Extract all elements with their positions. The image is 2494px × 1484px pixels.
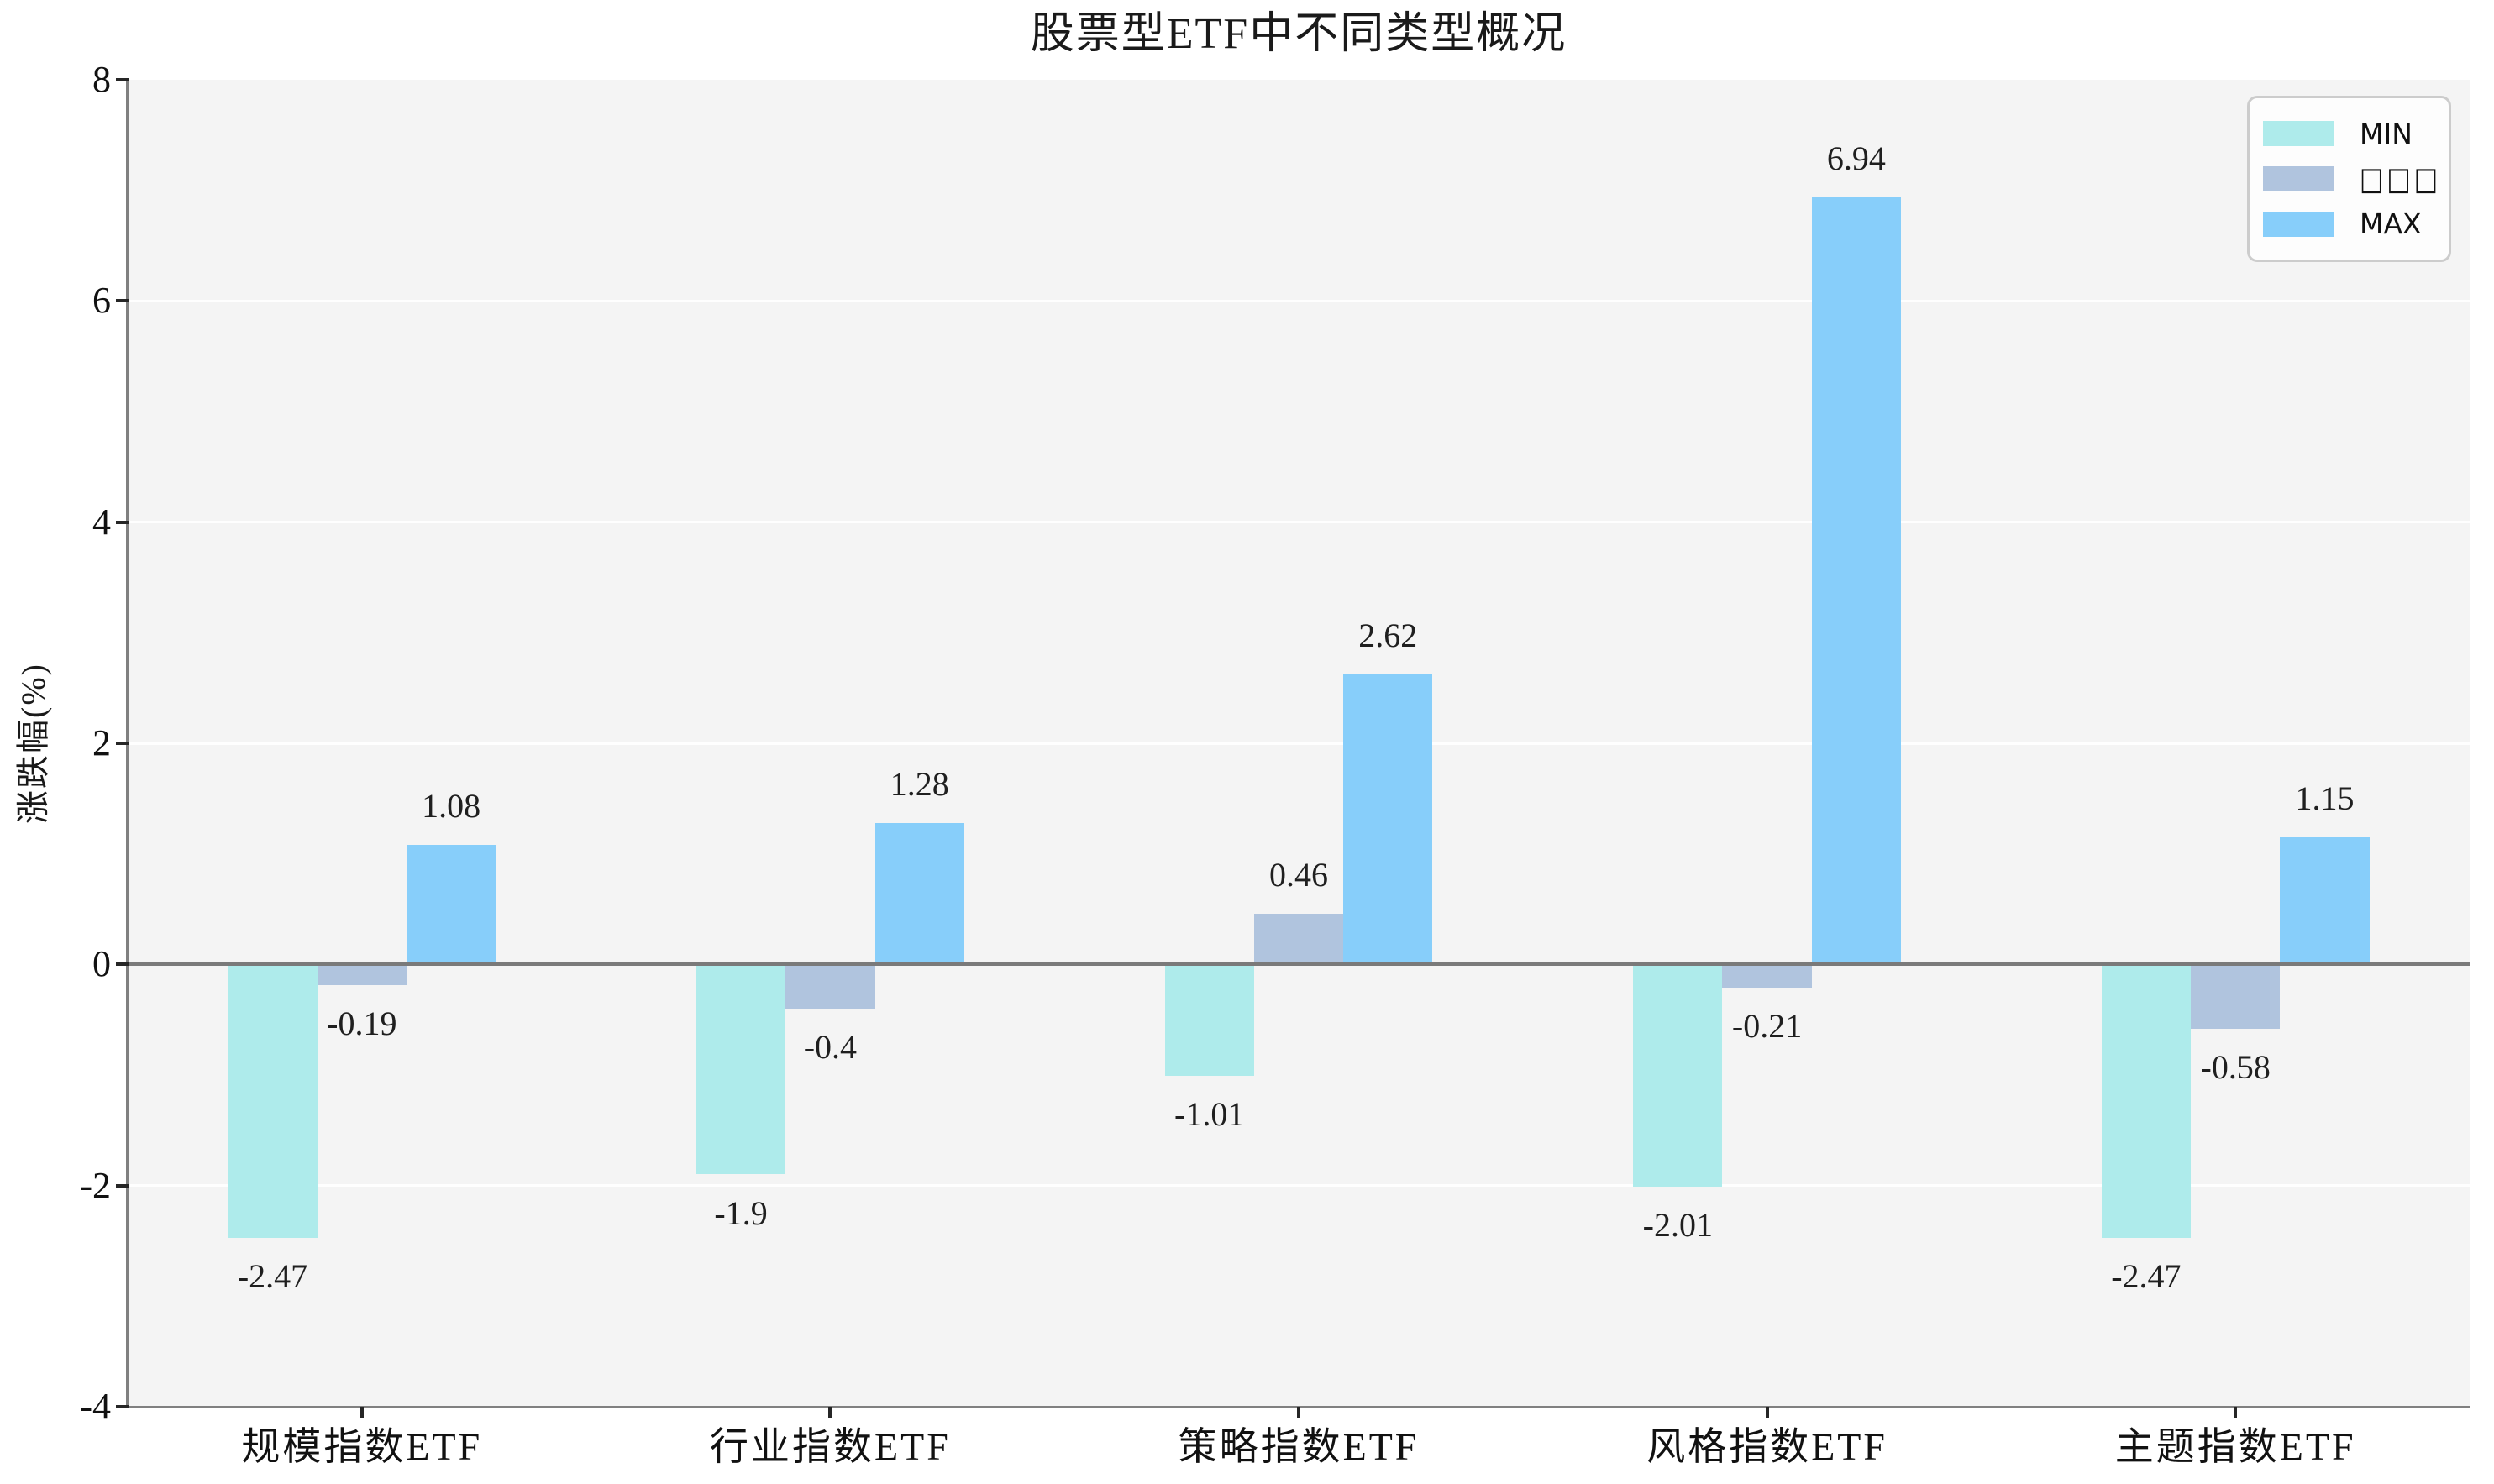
x-tick-0	[360, 1407, 364, 1418]
x-tick-1	[828, 1407, 832, 1418]
gridline-y2	[128, 742, 2470, 745]
bar-max-cat3	[1811, 197, 1902, 965]
legend: MIN □□□ MAX	[2247, 96, 2451, 262]
value-label-min-cat2: -1.01	[1174, 1095, 1245, 1134]
chart-title: 股票型ETF中不同类型概况	[1030, 10, 1567, 58]
y-tick-6	[116, 299, 129, 303]
legend-swatch-max	[2263, 211, 2334, 237]
gridline-y4	[128, 521, 2470, 524]
value-label-min-cat0: -2.47	[237, 1256, 308, 1295]
bar-series-cat3	[1722, 964, 1812, 988]
bar-min-cat0	[228, 964, 318, 1238]
legend-swatch-min	[2263, 121, 2334, 147]
bar-series-cat4	[2191, 964, 2281, 1029]
y-tick-label-4: 4	[92, 501, 111, 543]
value-label-series-cat4: -0.58	[2200, 1047, 2271, 1086]
legend-label-median: □□□	[2360, 160, 2442, 197]
value-label-max-cat4: 1.15	[2295, 779, 2355, 817]
value-label-series-cat1: -0.4	[803, 1028, 858, 1066]
bar-min-cat4	[2101, 964, 2192, 1238]
x-tick-4	[2234, 1407, 2238, 1418]
bar-series-cat1	[785, 964, 875, 1009]
x-tick-label-3: 风格指数ETF	[1646, 1425, 1888, 1468]
value-label-min-cat1: -1.9	[714, 1193, 768, 1232]
value-label-series-cat2: 0.46	[1269, 855, 1328, 894]
legend-item-median: □□□	[2263, 160, 2449, 197]
x-tick-label-1: 行业指数ETF	[710, 1425, 951, 1468]
value-label-max-cat2: 2.62	[1358, 616, 1418, 655]
x-tick-2	[1297, 1407, 1300, 1418]
bar-max-cat0	[406, 845, 496, 965]
y-tick-8	[116, 78, 129, 81]
y-tick--4	[116, 1405, 129, 1408]
bar-series-cat2	[1253, 913, 1344, 965]
value-label-max-cat1: 1.28	[890, 764, 949, 803]
legend-label-max: MAX	[2360, 207, 2422, 241]
legend-item-max: MAX	[2263, 207, 2449, 240]
value-label-max-cat0: 1.08	[422, 787, 481, 826]
y-tick-label--4: -4	[80, 1386, 111, 1427]
value-label-series-cat3: -0.21	[1731, 1006, 1803, 1045]
legend-swatch-median	[2263, 166, 2334, 191]
value-label-min-cat4: -2.47	[2111, 1256, 2182, 1295]
legend-label-min: MIN	[2360, 117, 2413, 150]
x-tick-3	[1765, 1407, 1769, 1418]
gridline-y6	[128, 299, 2470, 302]
bar-max-cat4	[2280, 836, 2370, 965]
x-tick-label-4: 主题指数ETF	[2114, 1425, 2356, 1468]
y-tick--2	[116, 1183, 129, 1188]
bar-min-cat1	[696, 964, 786, 1175]
y-tick-label-8: 8	[92, 59, 111, 100]
value-label-max-cat3: 6.94	[1826, 139, 1886, 177]
y-tick-0	[116, 962, 129, 967]
plot-area: -2.47 -1.9 -1.01 -2.01 -2.47 -0.19 -0.4 0.46 -0.…	[126, 80, 2470, 1408]
bar-max-cat2	[1343, 674, 1433, 965]
gridline-y-2	[128, 1184, 2470, 1188]
bar-max-cat1	[874, 822, 964, 965]
bar-series-cat0	[317, 964, 407, 986]
y-tick-label-6: 6	[92, 280, 111, 322]
y-tick-label--2: -2	[80, 1164, 111, 1206]
x-tick-label-0: 规模指数ETF	[241, 1425, 483, 1468]
x-tick-label-2: 策略指数ETF	[1178, 1425, 1420, 1468]
bar-min-cat3	[1633, 964, 1723, 1187]
y-tick-label-2: 2	[92, 722, 111, 763]
bar-min-cat2	[1164, 964, 1254, 1077]
legend-item-min: MIN	[2263, 118, 2449, 150]
value-label-min-cat3: -2.01	[1642, 1205, 1713, 1244]
y-tick-label-0: 0	[92, 943, 111, 985]
y-tick-2	[116, 742, 129, 745]
value-label-series-cat0: -0.19	[327, 1004, 397, 1043]
zero-axis-line	[128, 962, 2470, 967]
y-tick-4	[116, 520, 129, 524]
